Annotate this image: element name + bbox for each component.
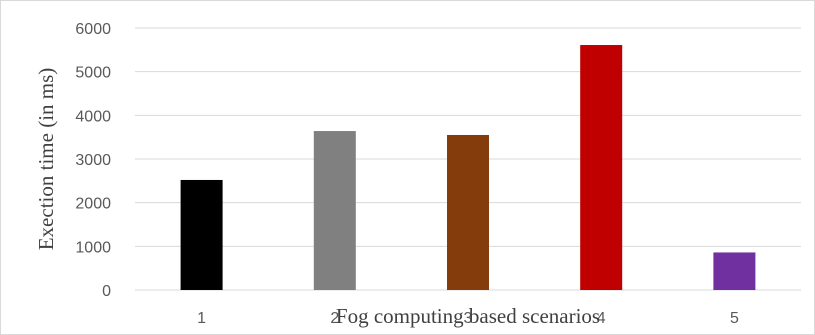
x-tick-label: 4: [597, 310, 606, 327]
y-tick-label: 1000: [75, 239, 111, 256]
y-tick-label: 2000: [75, 196, 111, 213]
bar: [447, 134, 489, 290]
x-tick-label: 3: [464, 310, 473, 327]
y-axis-tick-labels: 0 1000 2000 3000 4000 5000 6000: [75, 21, 111, 300]
bar: [313, 131, 356, 290]
y-tick-label: 4000: [75, 108, 111, 125]
x-axis-tick-labels: 1 2 3 4 5: [197, 310, 739, 327]
y-tick-label: 3000: [75, 152, 111, 169]
bar: [713, 252, 756, 290]
bar: [180, 179, 223, 290]
y-tick-label: 6000: [75, 21, 111, 38]
bar: [580, 45, 623, 290]
x-axis-title: Fog computing based scenarios: [336, 304, 600, 328]
x-tick-label: 1: [197, 310, 206, 327]
y-axis-title: Exection time (in ms): [34, 68, 58, 251]
y-tick-label: 0: [102, 283, 111, 300]
y-tick-label: 5000: [75, 65, 111, 82]
x-tick-label: 2: [330, 310, 339, 327]
x-tick-label: 5: [730, 310, 739, 327]
bars: [180, 45, 756, 290]
